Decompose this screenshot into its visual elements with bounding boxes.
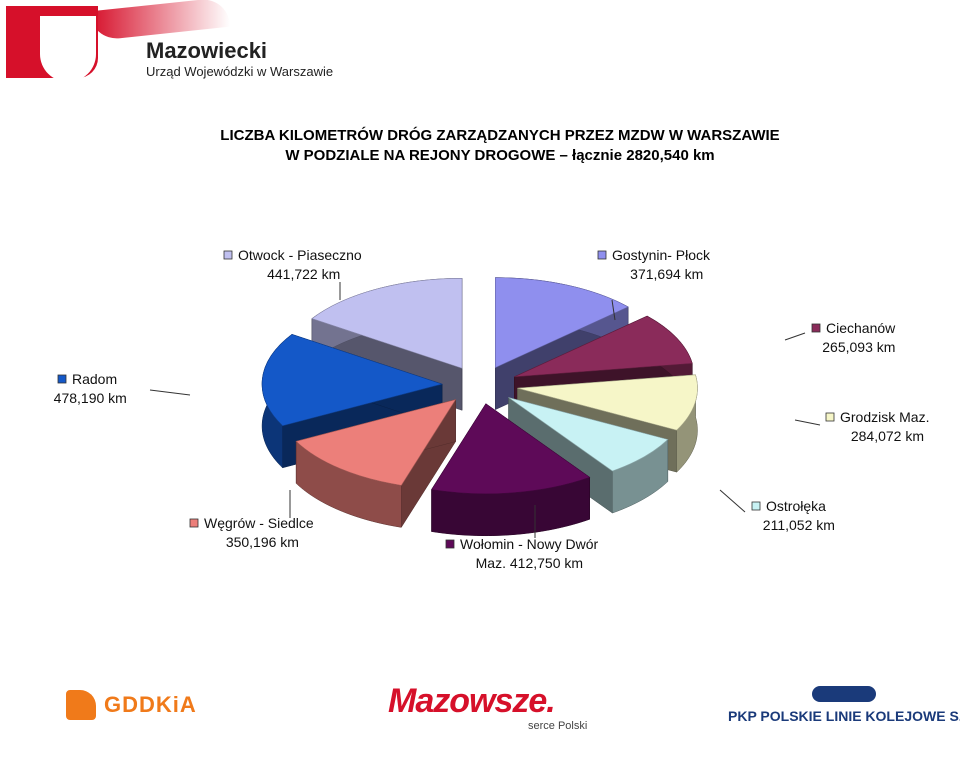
- pie-slice-5: [431, 402, 591, 537]
- slice-value: 371,694 km: [630, 266, 703, 282]
- slice-label-1: Gostynin- Płock 371,694 km: [597, 247, 711, 321]
- slice-name: Węgrów - Siedlce: [204, 515, 314, 531]
- slice-name: Grodzisk Maz.: [840, 409, 929, 425]
- slice-label-2: Ciechanów 265,093 km: [784, 320, 896, 355]
- gddkia-text: GDDKiA: [104, 692, 197, 717]
- slice-name: Ciechanów: [826, 320, 896, 336]
- slice-value: 478,190 km: [54, 390, 127, 406]
- slice-name: Wołomin - Nowy Dwór: [460, 536, 599, 552]
- slice-value: 441,722 km: [267, 266, 340, 282]
- slice-value: 350,196 km: [226, 534, 299, 550]
- org-name: Mazowiecki: [146, 38, 268, 63]
- slice-label-4: Ostrołęka 211,052 km: [719, 489, 835, 533]
- pkp-logo: PKP POLSKIE LINIE KOLEJOWE S.A.: [728, 686, 960, 724]
- gddkia-logo: GDDKiA: [66, 688, 197, 722]
- slice-label-8: Otwock - Piaseczno 441,722 km: [223, 247, 362, 300]
- slice-value: 284,072 km: [851, 428, 924, 444]
- slice-name: Gostynin- Płock: [612, 247, 711, 263]
- legend-swatch: [189, 518, 199, 528]
- slice-value: Maz. 412,750 km: [476, 555, 583, 571]
- slice-name: Otwock - Piaseczno: [238, 247, 362, 263]
- slice-name: Ostrołęka: [766, 498, 826, 514]
- slice-label-5: Wołomin - Nowy Dwór Maz. 412,750 km: [445, 505, 599, 571]
- mazowsze-subtitle: serce Polski: [528, 720, 588, 732]
- mazowsze-logo: Mazowsze. serce Polski: [388, 682, 587, 732]
- slice-label-7: Radom 478,190 km: [54, 371, 191, 406]
- org-subtitle: Urząd Wojewódzki w Warszawie: [146, 64, 334, 79]
- legend-swatch: [445, 539, 455, 549]
- flag-wave: [90, 0, 230, 42]
- legend-swatch: [223, 250, 233, 260]
- emblem-logo: [6, 6, 98, 82]
- header: Mazowiecki Urząd Wojewódzki w Warszawie: [0, 0, 960, 90]
- slice-label-3: Grodzisk Maz. 284,072 km: [794, 409, 929, 444]
- chart-title-line2: W PODZIALE NA REJONY DROGOWE – łącznie 2…: [285, 147, 715, 164]
- legend-swatch: [57, 374, 67, 384]
- legend-swatch: [825, 412, 835, 422]
- pkp-text: PKP POLSKIE LINIE KOLEJOWE S.A.: [728, 708, 960, 724]
- slice-value: 211,052 km: [763, 517, 835, 533]
- eagle-icon: [40, 16, 96, 82]
- legend-swatch: [811, 323, 821, 333]
- chart-title: LICZBA KILOMETRÓW DRÓG ZARZĄDZANYCH PRZE…: [150, 126, 850, 166]
- slice-name: Radom: [72, 371, 117, 387]
- pie-chart: Gostynin- Płock 371,694 km Ciechanów 265,09…: [54, 247, 930, 571]
- slice-label-6: Węgrów - Siedlce 350,196 km: [189, 490, 314, 550]
- gddkia-icon: [66, 690, 96, 720]
- pie-slice-4: [508, 397, 669, 514]
- pkp-emblem-icon: [812, 686, 876, 702]
- slice-value: 265,093 km: [822, 339, 895, 355]
- chart-title-line1: LICZBA KILOMETRÓW DRÓG ZARZĄDZANYCH PRZE…: [220, 127, 780, 144]
- legend-swatch: [597, 250, 607, 260]
- mazowsze-text: Mazowsze.: [388, 682, 556, 720]
- pie-slice-6: [295, 398, 457, 529]
- legend-swatch: [751, 501, 761, 511]
